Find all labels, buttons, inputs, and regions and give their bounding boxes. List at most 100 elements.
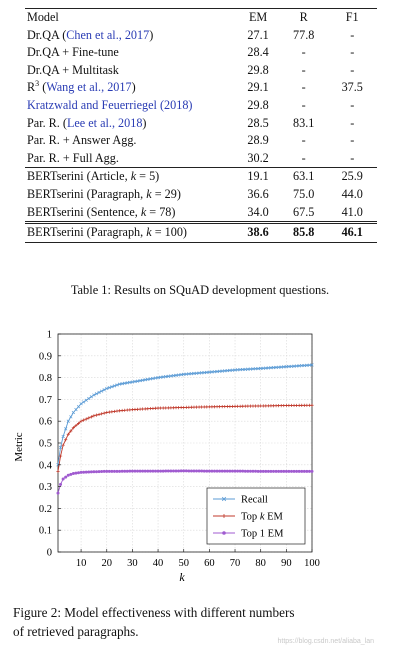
model-text: Par. R. ( [27,115,67,130]
data-point [228,469,232,473]
data-point [282,469,286,473]
data-point [133,379,137,384]
results-table-container: Model EM R F1 Dr.QA (Chen et al., 2017) 2… [25,7,377,243]
table-row: BERTserini (Paragraph, k = 29) 36.6 75.0 44… [25,186,377,204]
model-text: BERTserini (Paragraph, [27,225,147,240]
table-row: Dr.QA + Fine-tune 28.4 - - [25,44,377,62]
chart-series [56,363,314,495]
cell-model: Dr.QA + Fine-tune [25,44,236,62]
citation-link[interactable]: Chen et al., 2017 [66,27,150,42]
cell-r: 77.8 [293,27,315,42]
cell-r: - [301,62,306,77]
data-point [158,375,163,379]
cell-f1: - [350,62,355,77]
data-point [205,469,209,473]
data-point [151,376,155,381]
citation-link[interactable]: Kratzwald and Feuerriegel (2018) [27,97,193,112]
data-point [189,469,193,473]
data-point [105,386,109,391]
data-point [130,380,135,384]
data-point [71,472,75,476]
table-row: Par. R. + Full Agg. 30.2 - - [25,150,377,168]
cell-model: Par. R. + Full Agg. [25,150,236,168]
data-point [110,385,114,389]
data-point [130,469,134,473]
x-tick-label: 10 [76,558,87,569]
data-point [128,380,132,385]
data-point [171,373,176,378]
data-point [164,469,168,473]
data-point [161,375,165,379]
cell-model: BERTserini (Paragraph, k = 100) [25,221,237,243]
data-point [238,368,242,372]
data-point [276,365,281,369]
data-point [243,469,247,473]
data-point [92,470,96,474]
cell-f1: 44.0 [341,186,363,201]
data-point [97,412,101,417]
data-point [300,469,304,473]
citation-link[interactable]: Lee et al., 2018 [66,115,143,130]
legend-marker [221,496,227,502]
table-row: BERTserini (Paragraph, k = 100) 38.6 85.8 4… [25,221,377,243]
data-point [176,373,181,377]
data-point [84,398,88,402]
data-point [141,469,145,473]
model-text: = 29) [151,186,181,201]
data-point [138,469,142,473]
data-point [279,365,283,369]
cell-r: 67.5 [293,204,315,219]
data-point [310,469,314,473]
data-point [256,469,260,473]
data-point [76,405,81,409]
data-point [66,473,70,477]
cell-model: BERTserini (Sentence, k = 78) [25,204,236,223]
model-text: k [146,225,152,240]
model-text: ( [39,80,47,95]
data-point [243,367,247,372]
cell-r: 83.1 [293,115,315,130]
data-point [220,469,224,473]
data-point [292,364,296,368]
data-point [246,367,250,371]
cell-r: - [301,45,306,60]
data-point [102,469,106,473]
series-top-k-em [56,403,314,473]
data-point [74,423,78,428]
data-point [79,470,83,474]
x-tick-label: 50 [178,558,189,569]
data-point [74,407,78,412]
legend-label: Recall [241,495,268,506]
data-point [84,470,88,474]
model-text: = 78) [146,204,176,219]
data-point [107,385,111,390]
data-point [279,469,283,473]
figure-caption-line-1: Figure 2: Model effectiveness with diffe… [13,605,295,620]
y-axis-label: Metric [13,432,25,461]
data-point [71,426,75,430]
legend-label: Top 1 EM [241,529,284,540]
model-text: Dr.QA + Fine-tune [27,45,119,60]
data-point [66,419,70,423]
series-top-1-em [56,469,314,495]
data-point [179,373,183,377]
x-tick-label: 70 [230,558,241,569]
table-row: Dr.QA + Multitask 29.8 - - [25,62,377,80]
data-point [241,469,245,473]
data-point [210,469,214,473]
cell-f1: - [350,97,355,112]
data-point [292,469,296,473]
data-point [64,427,68,431]
data-point [287,469,291,473]
legend-marker [222,514,226,518]
data-point [94,470,98,474]
data-point [305,363,309,367]
citation-link[interactable]: Wang et al., 2017 [46,80,132,95]
model-text: 3 [35,79,40,89]
data-point [284,365,288,369]
data-point [289,469,293,473]
data-point [235,368,240,372]
data-point [100,412,104,416]
data-point [310,363,314,367]
data-point [166,469,170,473]
